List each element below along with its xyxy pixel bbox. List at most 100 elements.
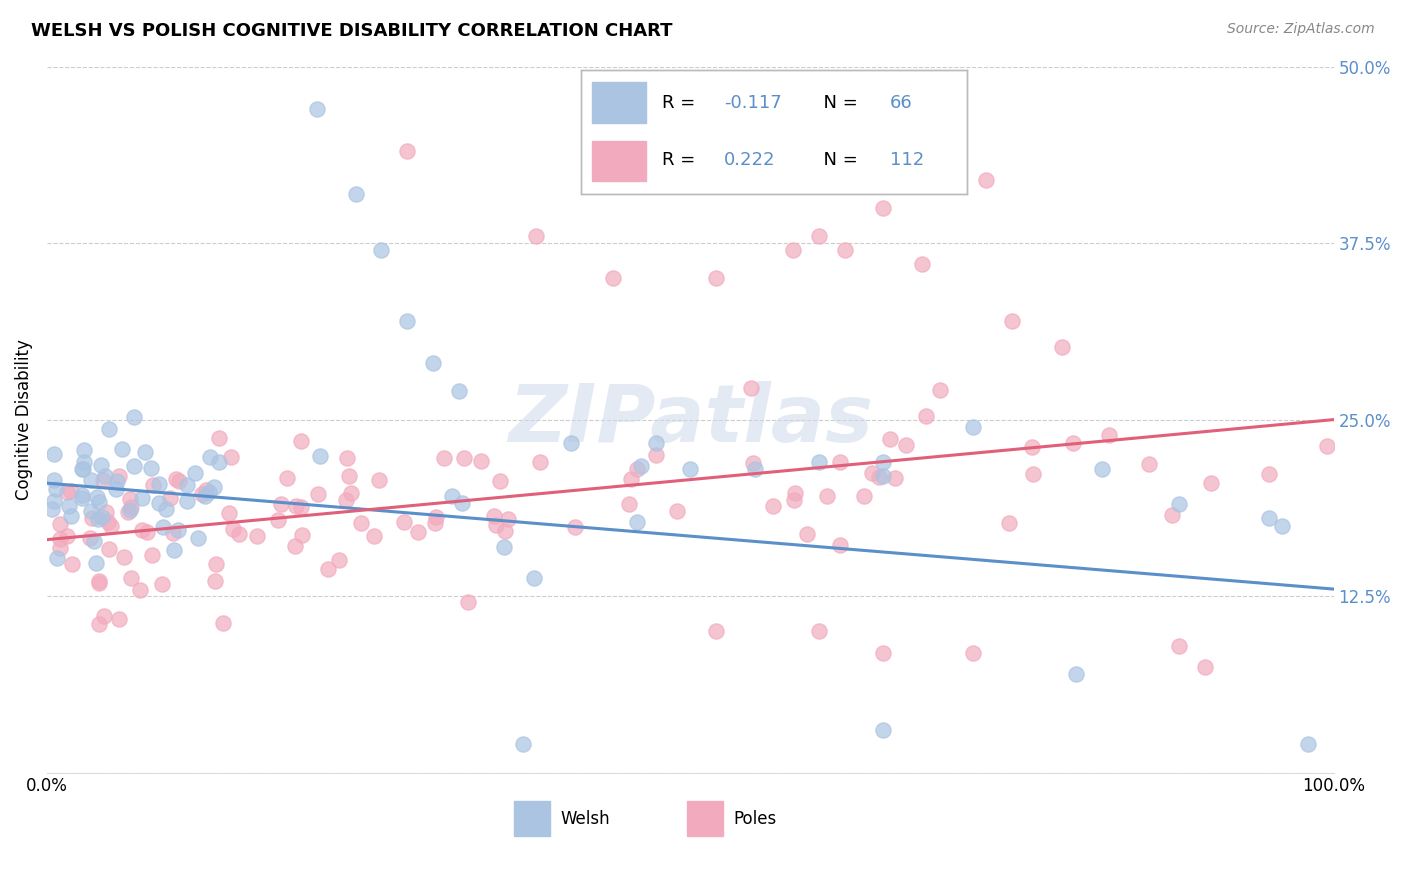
Point xyxy=(1168,639,1191,653)
Point xyxy=(440,490,463,504)
Point xyxy=(928,383,950,397)
Point xyxy=(853,489,876,503)
Point xyxy=(56,484,79,499)
Point xyxy=(1052,340,1074,354)
Point xyxy=(60,557,83,571)
Point xyxy=(98,542,121,557)
Point xyxy=(564,520,586,534)
Point xyxy=(290,500,312,515)
Point xyxy=(1296,738,1319,752)
Point xyxy=(169,474,191,488)
Point xyxy=(1168,497,1191,511)
Point xyxy=(617,497,640,511)
Point xyxy=(644,435,666,450)
Point xyxy=(97,422,120,436)
Point xyxy=(155,501,177,516)
Point xyxy=(44,473,66,487)
Point xyxy=(872,646,894,660)
Point xyxy=(344,186,367,201)
Point xyxy=(453,451,475,466)
Point xyxy=(87,495,110,509)
Point xyxy=(396,145,419,159)
Point xyxy=(815,489,838,503)
Point xyxy=(644,448,666,462)
Text: ZIPatlas: ZIPatlas xyxy=(508,381,873,458)
Point xyxy=(89,617,111,632)
Point xyxy=(807,455,830,469)
Point xyxy=(190,486,212,500)
Point xyxy=(90,458,112,472)
Point xyxy=(308,449,330,463)
Point xyxy=(87,574,110,588)
Point xyxy=(1199,476,1222,491)
Point xyxy=(868,469,890,483)
Point xyxy=(141,548,163,562)
Point xyxy=(339,485,361,500)
Point xyxy=(97,515,120,529)
Point xyxy=(872,455,894,469)
Point xyxy=(291,528,314,542)
Point xyxy=(93,469,115,483)
Point xyxy=(194,483,217,497)
Point xyxy=(246,529,269,543)
Point xyxy=(626,462,648,476)
Point xyxy=(80,504,103,518)
Point xyxy=(433,451,456,466)
Point xyxy=(447,384,470,399)
Point xyxy=(94,504,117,518)
Point xyxy=(204,574,226,589)
Point xyxy=(187,531,209,545)
Point xyxy=(139,460,162,475)
Point xyxy=(104,483,127,497)
Point xyxy=(219,450,242,464)
Point xyxy=(974,172,997,186)
Point xyxy=(124,410,146,425)
Point xyxy=(740,380,762,394)
Point xyxy=(363,529,385,543)
Point xyxy=(122,459,145,474)
Point xyxy=(42,447,65,461)
Point xyxy=(284,539,307,553)
Point xyxy=(872,201,894,215)
Point xyxy=(148,496,170,510)
Point xyxy=(1258,467,1281,481)
Point xyxy=(368,474,391,488)
Point xyxy=(406,525,429,540)
Point xyxy=(666,504,689,518)
Point xyxy=(602,271,624,285)
Point xyxy=(117,505,139,519)
Point xyxy=(49,516,72,531)
Point xyxy=(112,549,135,564)
Point xyxy=(830,537,852,551)
Point xyxy=(134,445,156,459)
Point xyxy=(1316,439,1339,453)
Point xyxy=(42,494,65,508)
Point xyxy=(962,419,984,434)
Point xyxy=(136,524,159,539)
Point xyxy=(221,522,243,536)
Point xyxy=(1098,427,1121,442)
Point xyxy=(494,524,516,538)
Point xyxy=(159,491,181,505)
Point xyxy=(1137,457,1160,471)
Point xyxy=(704,271,727,285)
Point xyxy=(105,474,128,488)
Point xyxy=(82,510,104,524)
Point xyxy=(1161,508,1184,522)
Point xyxy=(860,467,883,481)
Point xyxy=(111,442,134,456)
Point xyxy=(120,500,142,515)
Point xyxy=(150,577,173,591)
Point xyxy=(142,477,165,491)
Point xyxy=(45,482,67,496)
Point xyxy=(762,500,785,514)
Point xyxy=(176,478,198,492)
Point xyxy=(626,515,648,529)
Point xyxy=(202,480,225,494)
Point xyxy=(807,229,830,244)
Point xyxy=(87,576,110,591)
Point xyxy=(86,490,108,504)
Point xyxy=(72,442,94,457)
Point xyxy=(560,436,582,450)
Point xyxy=(679,462,702,476)
